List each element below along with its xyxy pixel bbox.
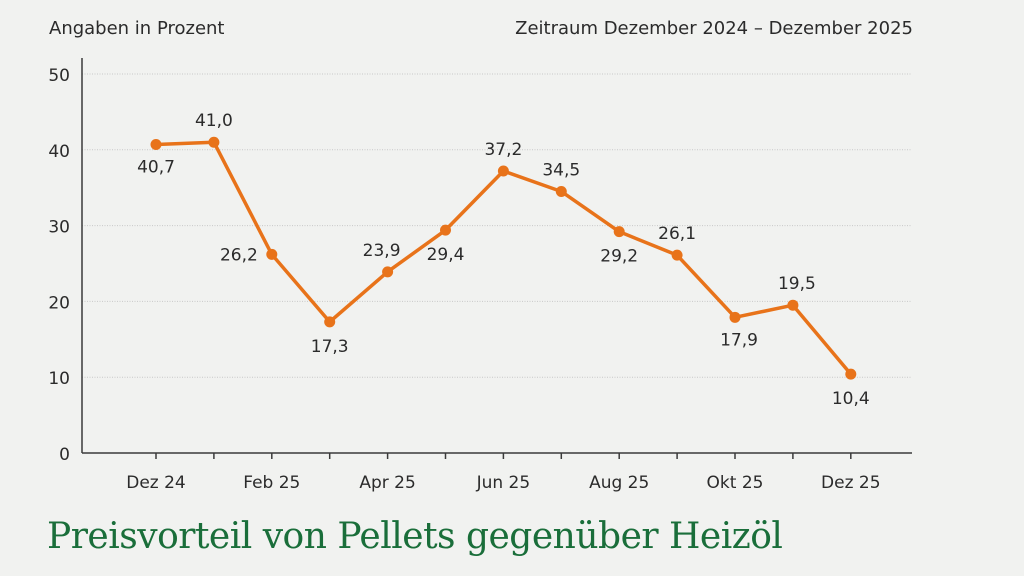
y-tick-label: 0 — [59, 445, 70, 465]
y-tick-label: 10 — [48, 369, 70, 389]
data-label: 37,2 — [484, 140, 522, 160]
period-label: Zeitraum Dezember 2024 – Dezember 2025 — [515, 18, 913, 39]
data-point — [440, 224, 451, 236]
x-tick-label: Dez 24 — [126, 473, 186, 493]
data-label: 23,9 — [363, 241, 401, 261]
data-label: 17,9 — [720, 330, 758, 350]
y-tick-label: 50 — [48, 66, 70, 86]
data-point — [555, 185, 567, 197]
y-tick-label: 40 — [48, 142, 70, 162]
chart-title: Preisvorteil von Pellets gegenüber Heizö… — [47, 516, 783, 557]
x-tick-label: Dez 25 — [821, 473, 881, 493]
unit-label: Angaben in Prozent — [49, 18, 225, 39]
y-tick-label: 20 — [48, 293, 70, 313]
data-point — [382, 266, 394, 278]
data-point — [787, 299, 799, 311]
data-point — [324, 316, 336, 328]
data-label: 19,5 — [778, 274, 816, 294]
data-label: 26,1 — [658, 224, 696, 244]
data-label: 40,7 — [137, 157, 175, 177]
data-point — [497, 165, 509, 177]
data-point — [208, 136, 220, 148]
data-point — [150, 138, 162, 150]
data-point — [845, 368, 857, 380]
x-tick-label: Okt 25 — [707, 473, 764, 493]
x-tick-label: Feb 25 — [243, 473, 300, 493]
data-label: 29,2 — [600, 247, 638, 267]
data-point — [613, 226, 625, 238]
data-point — [266, 248, 278, 260]
data-label: 34,5 — [542, 160, 580, 180]
x-tick-label: Aug 25 — [589, 473, 649, 493]
data-label: 10,4 — [832, 389, 870, 409]
data-label: 29,4 — [427, 245, 465, 265]
data-label: 17,3 — [311, 337, 349, 357]
x-tick-label: Jun 25 — [476, 473, 531, 493]
y-tick-label: 30 — [48, 218, 70, 238]
data-label: 41,0 — [195, 111, 233, 131]
x-tick-label: Apr 25 — [359, 473, 415, 493]
data-point — [671, 249, 683, 261]
data-label: 26,2 — [220, 245, 258, 265]
data-point — [729, 311, 741, 323]
line-chart: 0 10 20 30 40 50 Dez 24 Feb 25 Apr 25 Jun 25 Aug 2… — [48, 58, 912, 493]
